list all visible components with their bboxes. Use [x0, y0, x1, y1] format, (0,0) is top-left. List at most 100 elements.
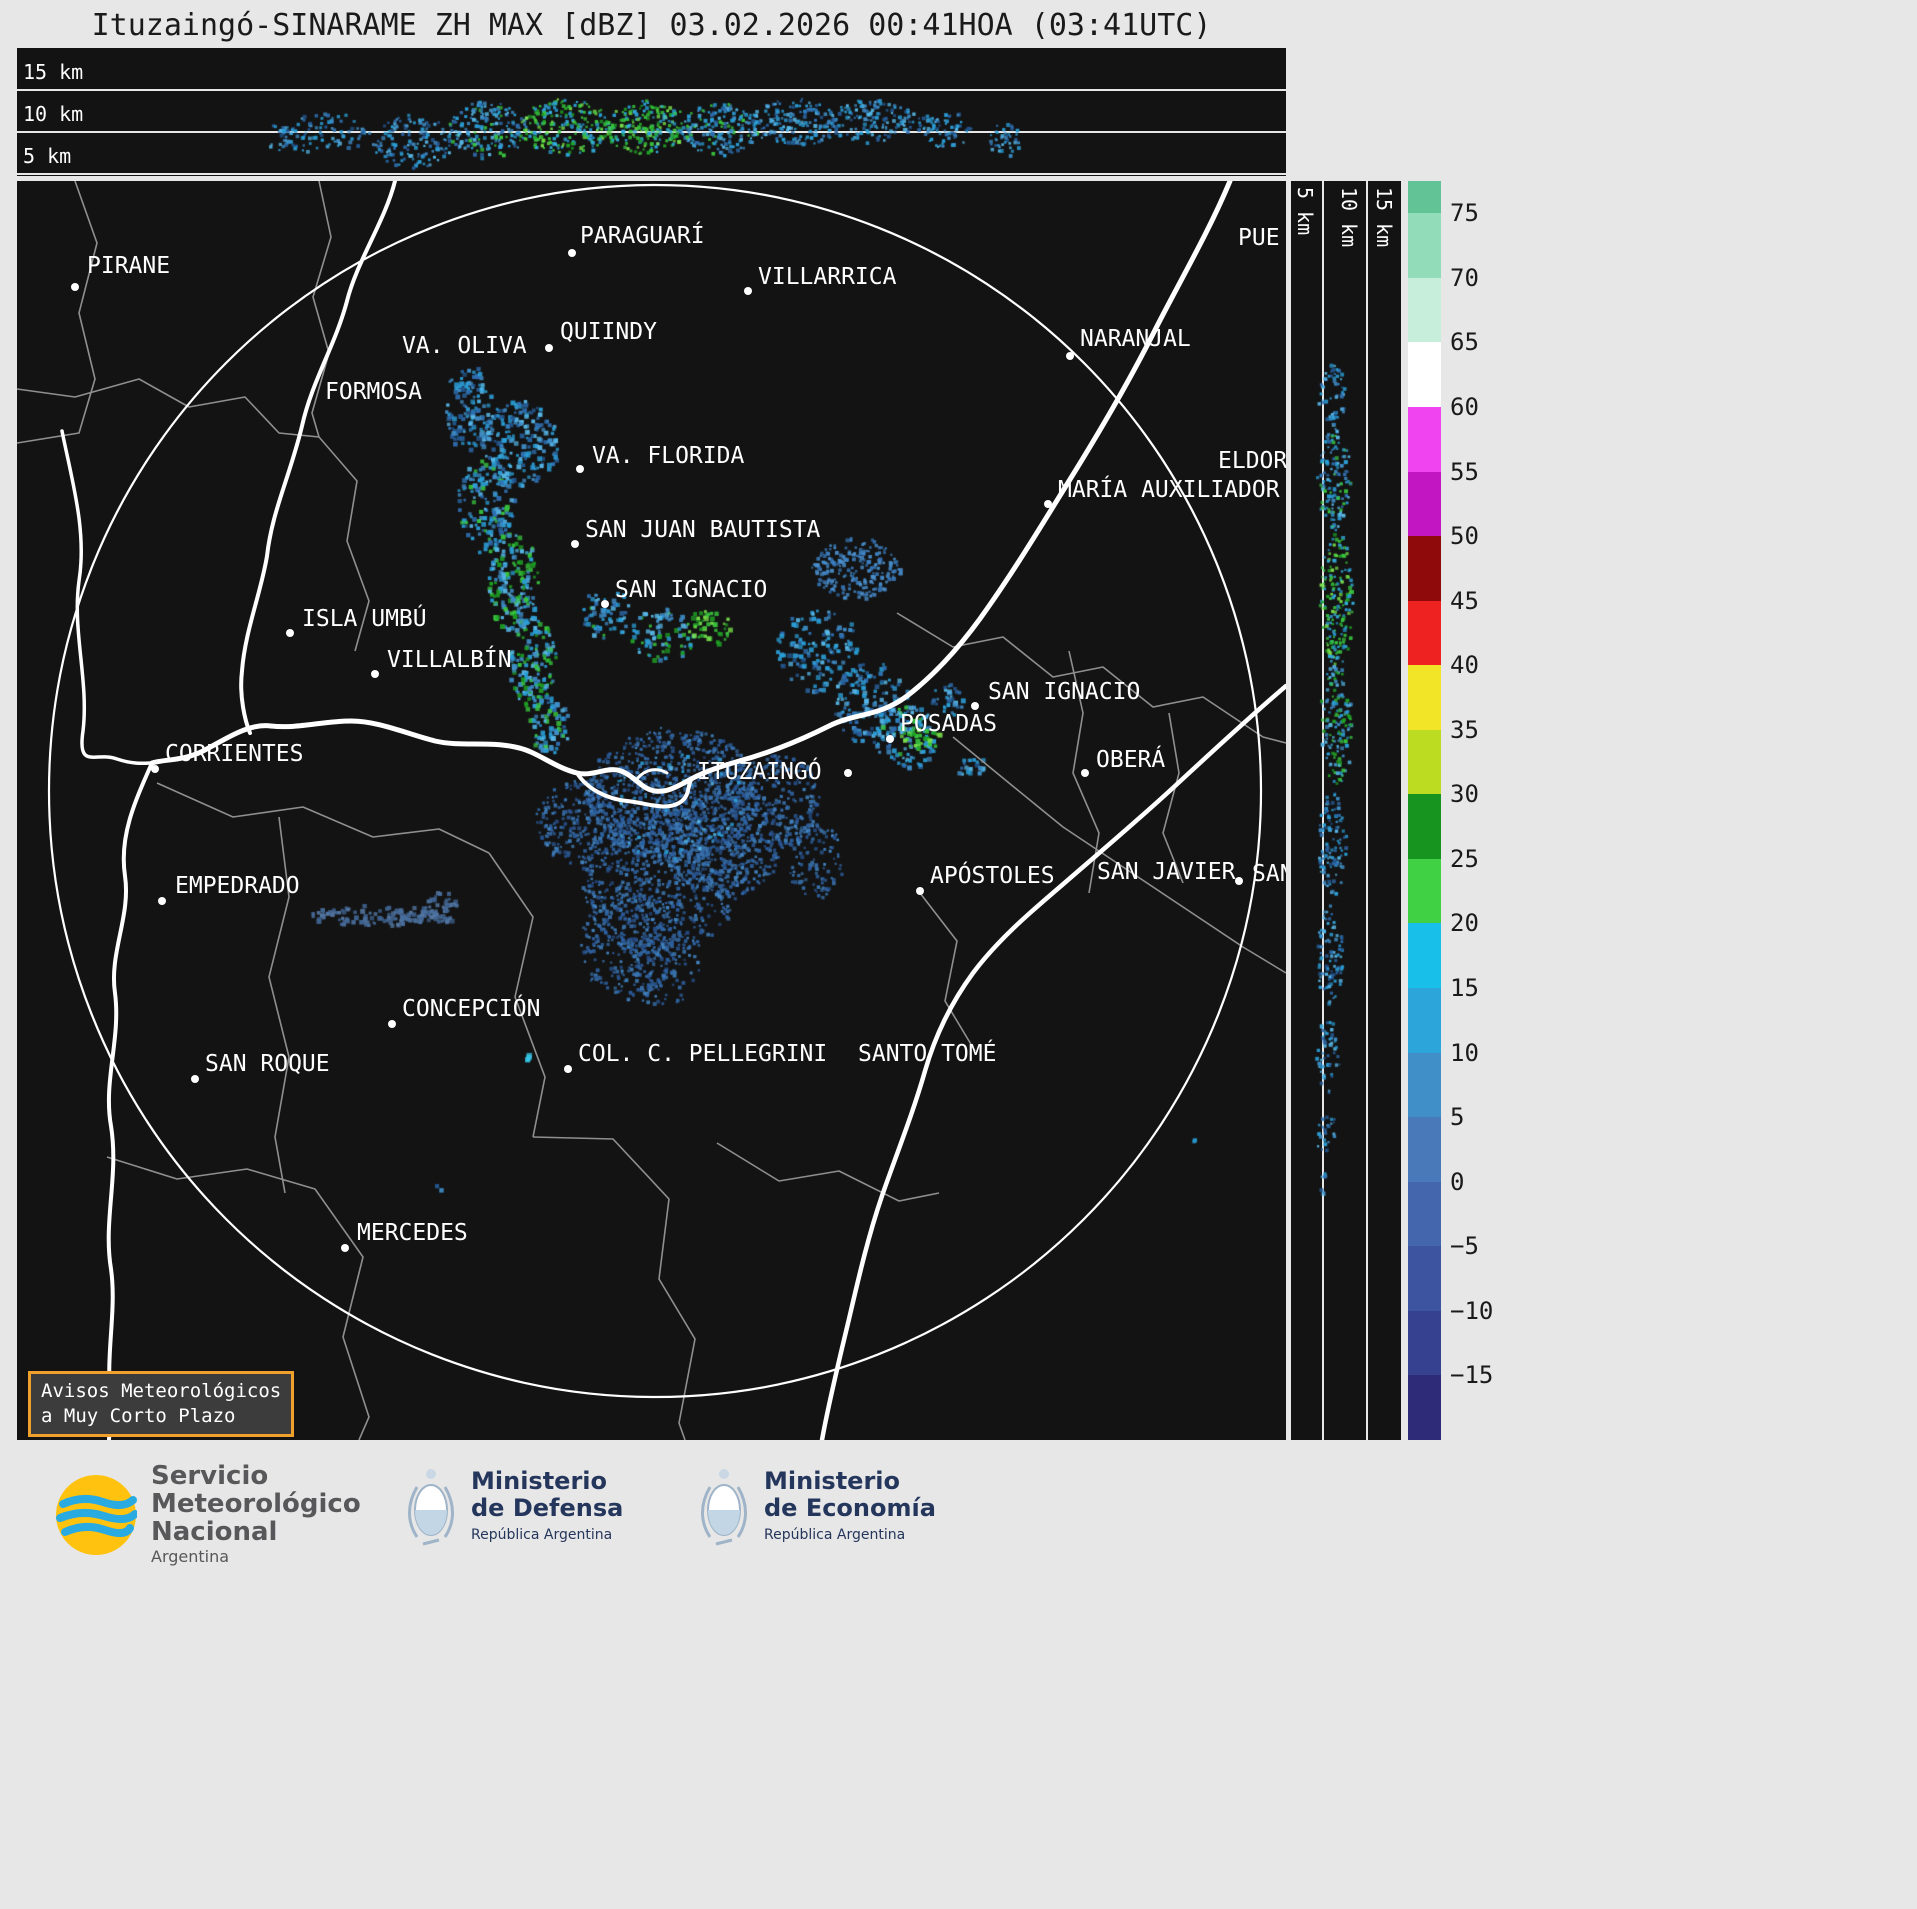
city-marker-dot	[1066, 352, 1074, 360]
city-marker-dot	[568, 249, 576, 257]
river-line	[819, 683, 1286, 1440]
city-marker-dot	[886, 735, 894, 743]
alert-line-1: Avisos Meteorológicos	[41, 1380, 282, 1402]
city-label: OBERÁ	[1096, 747, 1166, 773]
admin-border-line	[952, 736, 1286, 974]
height-axis-label: 5 km	[1293, 187, 1317, 236]
radar-echo-canvas-top	[17, 48, 1286, 176]
city-label: SAN JUAN BAUTISTA	[585, 517, 821, 543]
city-label: QUIINDY	[560, 319, 657, 345]
ministerio-economia-logo: Ministerio de Economía República Argenti…	[698, 1462, 936, 1550]
colorbar-segment	[1408, 406, 1441, 472]
colorbar-tick-label: 75	[1450, 199, 1479, 228]
smn-country-label: Argentina	[151, 1547, 230, 1566]
city-marker-dot	[916, 887, 924, 895]
river-line	[239, 181, 397, 735]
ministry-name-line: de Defensa	[471, 1493, 624, 1522]
smn-wordmark-line: Nacional	[151, 1517, 278, 1547]
city-marker-dot	[576, 465, 584, 473]
city-label: VILLARRICA	[758, 264, 897, 290]
admin-border-line	[156, 782, 490, 854]
city-label: NARANJAL	[1080, 326, 1191, 352]
admin-border-line	[1068, 650, 1100, 894]
ministerio-defensa-logo: Ministerio de Defensa República Argentin…	[405, 1462, 623, 1550]
city-marker-dot	[545, 344, 553, 352]
city-marker-dot	[341, 1244, 349, 1252]
colorbar-segment	[1408, 1052, 1441, 1118]
height-axis-label: 15 km	[23, 60, 84, 84]
colorbar-segment	[1408, 471, 1441, 537]
city-label: SAN JAVIER	[1097, 859, 1236, 885]
colorbar-segment	[1408, 213, 1441, 278]
city-label: VA. OLIVA	[402, 333, 527, 359]
radar-range-ring	[47, 183, 1263, 1399]
smn-wordmark-line: Servicio	[151, 1461, 269, 1491]
height-axis-label: 5 km	[23, 144, 72, 168]
admin-border-line	[318, 436, 370, 652]
radar-echo-canvas-right	[1291, 181, 1403, 1440]
city-marker-dot	[286, 629, 294, 637]
city-marker-dot	[601, 600, 609, 608]
city-marker-dot	[1081, 769, 1089, 777]
colorbar-segment	[1408, 1246, 1441, 1311]
height-axis-label: 10 km	[1337, 187, 1361, 248]
dbz-colorbar-ticks: 75 70 65 60 55 50 45 40 35 30 25 20 15 10 5 0 −5 −10 −15	[1450, 181, 1530, 1440]
admin-border-line	[17, 181, 98, 444]
colorbar-segment	[1408, 858, 1441, 924]
city-label: PIRANE	[87, 253, 171, 279]
ministry-country-label: República Argentina	[764, 1526, 906, 1543]
colorbar-tick-label: 55	[1450, 457, 1479, 486]
colorbar-segment	[1408, 794, 1441, 859]
colorbar-tick-label: 20	[1450, 909, 1479, 938]
city-marker-dot	[151, 765, 159, 773]
colorbar-tick-label: 60	[1450, 392, 1479, 421]
city-label: CONCEPCIÓN	[402, 996, 541, 1022]
river-line	[635, 768, 669, 781]
colorbar-tick-label: 35	[1450, 715, 1479, 744]
vertical-profile-right-panel: 5 km 10 km 15 km	[1291, 181, 1403, 1440]
city-marker-dot	[71, 283, 79, 291]
city-label: POSADAS	[900, 711, 997, 737]
city-marker-dot	[388, 1020, 396, 1028]
colorbar-tick-label: −10	[1450, 1296, 1494, 1325]
city-label: EMPEDRADO	[175, 873, 300, 899]
city-label: SANTO TOMÉ	[858, 1041, 997, 1067]
height-axis-label: 15 km	[1372, 187, 1396, 248]
argentina-crest-icon	[408, 1469, 454, 1546]
city-label: PUE	[1238, 225, 1280, 251]
colorbar-segment	[1408, 277, 1441, 343]
colorbar-tick-label: −15	[1450, 1361, 1494, 1390]
admin-border-line	[532, 1136, 696, 1440]
ministry-name-line: Ministerio	[471, 1466, 608, 1495]
product-title: Ituzaingó-SINARAME ZH MAX [dBZ] 03.02.20…	[91, 8, 1212, 43]
city-label: VA. FLORIDA	[592, 443, 745, 469]
colorbar-segment	[1408, 1181, 1441, 1247]
city-label: ITUZAINGÓ	[697, 759, 822, 785]
city-label: VILLALBÍN	[387, 647, 512, 673]
city-marker-dot	[971, 702, 979, 710]
admin-border-line	[311, 181, 332, 438]
ministry-name-line: Ministerio	[764, 1466, 901, 1495]
city-marker-dot	[1235, 877, 1243, 885]
colorbar-segment	[1408, 1375, 1441, 1440]
colorbar-tick-label: 70	[1450, 263, 1479, 292]
colorbar-tick-label: 50	[1450, 522, 1479, 551]
admin-border-line	[1162, 712, 1184, 884]
height-axis-label: 10 km	[23, 102, 84, 126]
colorbar-tick-label: 15	[1450, 974, 1479, 1003]
radar-map-panel: PIRANE PARAGUARÍ VILLARRICA QUIINDY VA. OLIV…	[17, 181, 1286, 1440]
city-marker-dot	[158, 897, 166, 905]
colorbar-tick-label: 25	[1450, 844, 1479, 873]
city-marker-dot	[571, 540, 579, 548]
radar-echo-canvas-map	[17, 181, 1286, 1440]
vertical-profile-top-panel: 15 km 10 km 5 km	[17, 48, 1286, 176]
colorbar-segment	[1408, 600, 1441, 666]
city-markers-layer: PIRANE PARAGUARÍ VILLARRICA QUIINDY VA. OLIV…	[17, 181, 1286, 1440]
city-label: SAN IGNACIO	[615, 577, 768, 603]
footer-logos: Servicio Meteorológico Nacional Argentin…	[0, 1448, 1917, 1588]
admin-border-line	[488, 852, 546, 1138]
city-label: CORRIENTES	[165, 741, 304, 767]
city-label: ISLA UMBÚ	[302, 606, 427, 632]
admin-border-line	[268, 816, 290, 1194]
